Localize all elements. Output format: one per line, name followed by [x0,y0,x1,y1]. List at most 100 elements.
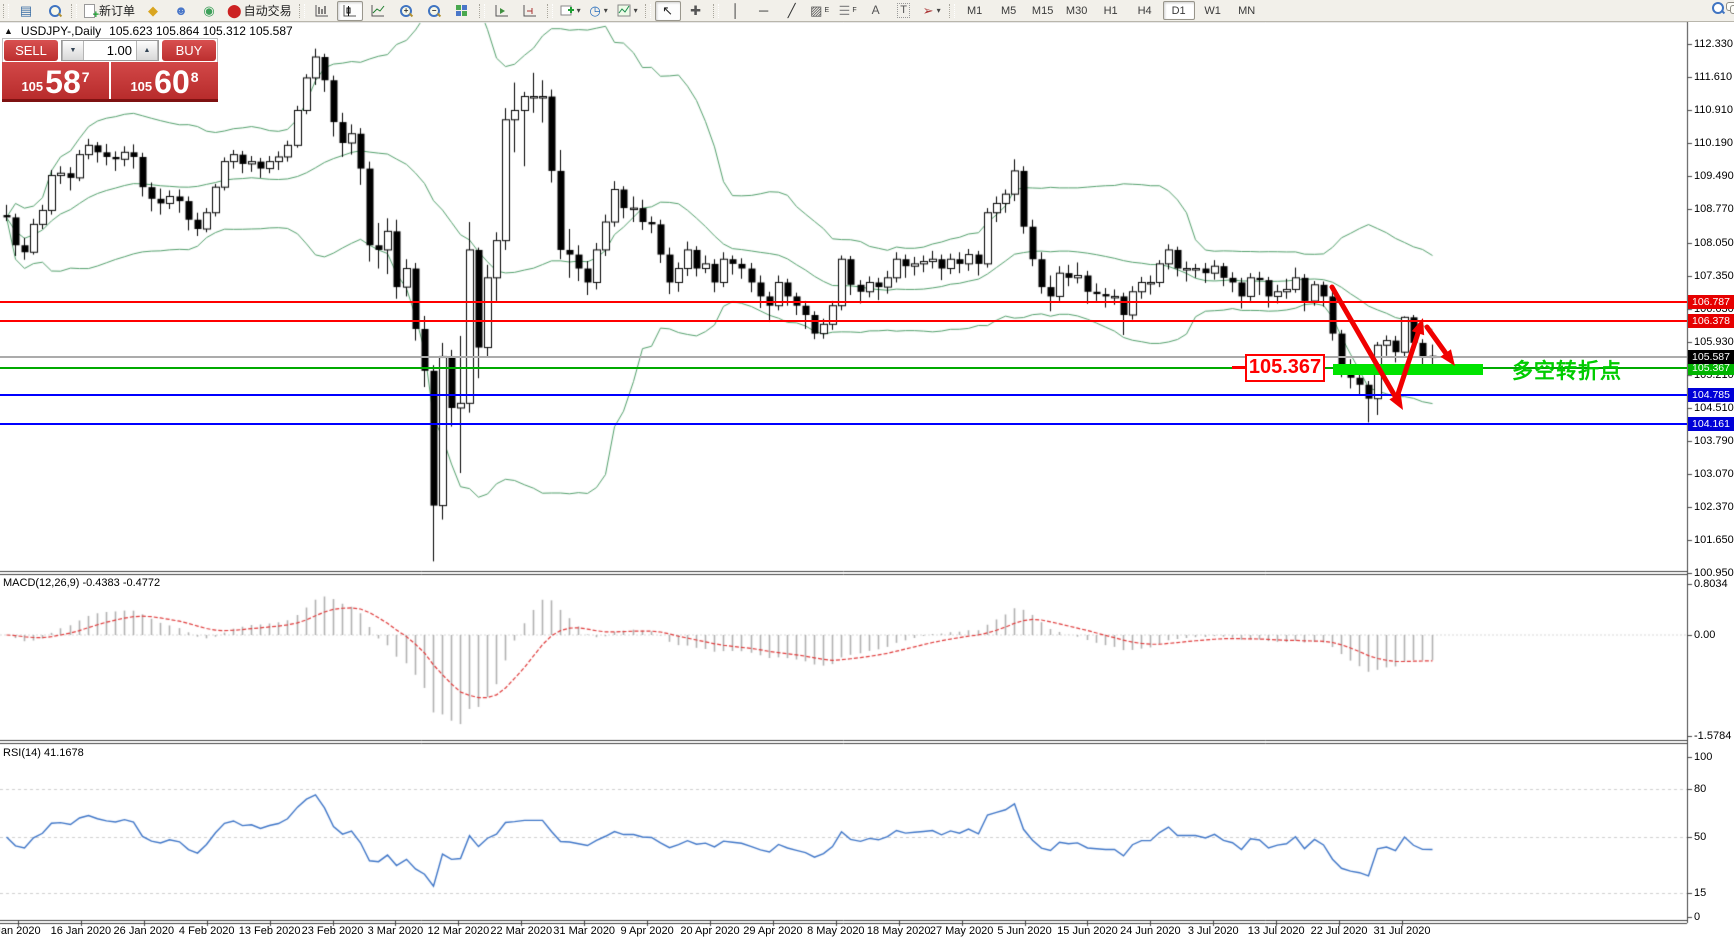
date-axis-label: 3 Mar 2020 [367,925,424,937]
toolbar-separator [546,3,553,18]
macd-axis-tick: 0.8034 [1694,577,1728,590]
buy-button[interactable]: BUY [162,40,216,61]
charts-grid-icon[interactable]: ▤ [19,3,33,18]
timeframe-m15[interactable]: M15 [1031,4,1054,17]
timeframe-m1[interactable]: M1 [966,4,983,17]
timeframe-d1[interactable]: D1 [1162,1,1195,20]
bar-chart-icon[interactable] [309,1,335,21]
price-axis-tick: 110.910 [1694,104,1733,116]
line-chart-icon[interactable] [365,1,391,21]
date-axis-label: Jan 2020 [0,925,41,937]
rsi-indicator-label: RSI(14) 41.1678 [3,747,84,759]
one-click-panel-toggle[interactable]: ▲ [4,26,13,36]
volume-input[interactable] [84,41,136,60]
timeframe-m5[interactable]: M5 [1000,4,1017,17]
toolbar-separator [298,3,305,18]
toolbar-separator [478,3,485,18]
autotrading-button[interactable]: ⬤ 自动交易 [227,3,292,18]
trade-panel-prices: 105 58 7 105 60 8 [2,62,218,99]
price-tag-104_785: 104.785 [1688,387,1734,402]
toolbar-separator [948,3,955,18]
chart-title: ▲ USDJPY-,Daily 105.623 105.864 105.312 … [4,24,293,38]
price-axis-tick: 103.790 [1694,434,1734,447]
volume-increase-button[interactable]: ▲ [136,41,158,60]
date-axis-label: 16 Jan 2020 [50,925,112,937]
tile-windows-icon[interactable] [449,1,475,21]
data-window-icon[interactable] [41,1,67,21]
timeframe-mn[interactable]: MN [1238,4,1256,17]
rsi-axis-tick: 50 [1694,831,1707,843]
toolbar-separator [644,3,651,18]
horizontal-line-106_378[interactable] [0,319,1687,322]
price-tag-106_787: 106.787 [1688,294,1734,309]
auto-scroll-icon[interactable] [489,1,515,21]
date-axis-label: 22 Mar 2020 [490,925,553,937]
periods-clock-icon[interactable]: ◷ ▾ [589,3,608,18]
zoom-in-icon[interactable]: + [393,1,419,21]
trend-arrows[interactable] [0,0,1687,940]
horizontal-line-icon[interactable]: ─ [759,3,769,18]
price-label-tick [1232,366,1245,369]
date-axis-label: 4 Feb 2020 [178,925,235,937]
horizontal-line-104_785[interactable] [0,393,1687,396]
date-axis-label: 8 May 2020 [807,925,865,937]
main-toolbar: ▤ + 新订单 ◆ ☻ ◉ ⬤ 自动交易 + − ▾ ◷ ▾ ▾ ↖ ✚ │ ─ ╱ ▨ E ☰ F A T ➢ ▾ M1 M5 M15 M… [0,0,1734,22]
fibonacci-icon[interactable]: ☰ F [838,3,857,18]
pivot-note-text[interactable]: 多空转折点 [1512,360,1622,383]
new-order-button[interactable]: + 新订单 [81,1,138,21]
horizontal-line-104_161[interactable] [0,422,1687,425]
indicators-icon[interactable]: ▾ [614,1,641,21]
support-price-label[interactable]: 105.367 [1245,354,1325,382]
date-axis-label: 31 Mar 2020 [553,925,616,937]
rsi-axis-tick: 15 [1694,887,1707,899]
candlestick-chart-icon[interactable] [336,0,363,21]
date-axis-label: 3 Jul 2020 [1187,925,1239,937]
chevron-down-icon: ▾ [576,6,581,15]
volume-decrease-button[interactable]: ▼ [62,41,84,60]
cursor-icon[interactable]: ↖ [654,0,681,21]
current-price-tag: 105.587 [1688,350,1734,365]
styles-bucket-icon[interactable]: ◆ [148,3,159,18]
sell-button[interactable]: SELL [4,40,58,61]
price-axis-tick: 102.370 [1694,501,1734,513]
price-axis-tick: 107.350 [1694,269,1734,282]
equidistant-channel-icon[interactable]: ▨ E [810,3,830,18]
rsi-axis-tick: 0 [1694,911,1701,923]
chart-ohlc-values: 105.623 105.864 105.312 105.587 [109,24,293,38]
price-axis-tick: 108.770 [1694,203,1734,216]
timeframe-w1[interactable]: W1 [1204,4,1221,17]
text-icon[interactable]: A [871,3,880,17]
trendline-icon[interactable]: ╱ [787,3,796,18]
timeframe-m30[interactable]: M30 [1065,4,1088,17]
date-axis-label: 24 Jun 2020 [1120,925,1181,937]
price-axis-tick: 100.950 [1694,567,1734,579]
community-icon[interactable]: ☻ [174,3,188,18]
signals-icon[interactable]: ◉ [203,3,215,18]
price-tag-106_378: 106.378 [1688,313,1734,328]
trade-panel-top-row: SELL ▼ ▲ BUY [2,38,218,62]
price-axis-tick: 103.070 [1694,468,1734,481]
new-chart-icon[interactable]: ▾ [557,1,584,21]
text-label-icon[interactable]: T [891,1,917,21]
price-axis-tick: 112.330 [1694,38,1733,50]
date-axis-label: 9 Apr 2020 [620,925,674,937]
vertical-line-icon[interactable]: │ [731,3,740,18]
arrows-icon[interactable]: ➢ ▾ [922,3,941,18]
timeframe-h4[interactable]: H4 [1137,4,1152,17]
horizontal-line-106_787[interactable] [0,300,1687,303]
one-click-trade-panel: SELL ▼ ▲ BUY 105 58 7 105 60 8 [2,38,218,102]
sell-price-point: 7 [81,69,90,85]
price-axis-tick: 108.050 [1694,236,1734,249]
macd-indicator-label: MACD(12,26,9) -0.4383 -0.4772 [3,577,161,589]
zoom-out-icon[interactable]: − [421,1,447,21]
chart-shift-icon[interactable] [517,1,543,21]
horizontal-line-105_367[interactable] [0,366,1687,369]
buy-price-display[interactable]: 105 60 8 [111,62,218,99]
crosshair-icon[interactable]: ✚ [690,3,702,18]
sell-price-display[interactable]: 105 58 7 [2,62,109,99]
timeframe-h1[interactable]: H1 [1103,4,1118,17]
toolbar-separator [3,3,9,18]
buy-price-handle: 105 [130,79,153,94]
date-axis-label: 5 Jun 2020 [997,925,1052,937]
